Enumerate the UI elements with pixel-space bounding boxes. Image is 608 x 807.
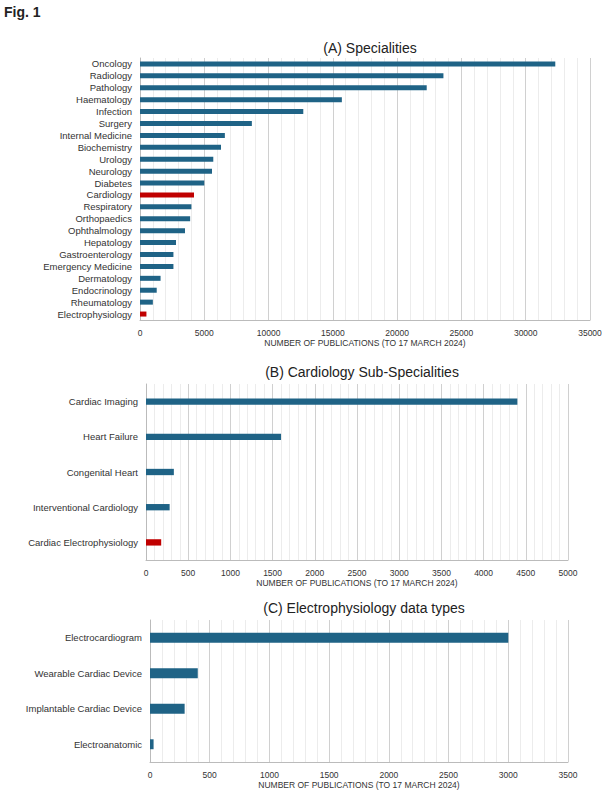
svg-text:(C) Electrophysiology data typ: (C) Electrophysiology data types	[263, 600, 465, 616]
svg-text:Heart Failure: Heart Failure	[83, 431, 138, 442]
svg-text:NUMBER OF PUBLICATIONS (TO 17: NUMBER OF PUBLICATIONS (TO 17 MARCH 2024…	[256, 578, 458, 588]
svg-text:2000: 2000	[379, 770, 398, 780]
svg-text:10000: 10000	[257, 328, 281, 338]
svg-text:Biochemistry: Biochemistry	[78, 142, 133, 153]
svg-text:Neurology: Neurology	[89, 166, 133, 177]
html-text:Fig. 1: Fig. 1	[4, 4, 41, 20]
svg-text:Endocrinology: Endocrinology	[72, 285, 132, 296]
svg-text:(A) Specialities: (A) Specialities	[323, 40, 416, 56]
svg-text:Cardiac Imaging: Cardiac Imaging	[69, 396, 138, 407]
svg-text:Diabetes: Diabetes	[95, 178, 133, 189]
svg-text:Radiology: Radiology	[90, 70, 132, 81]
svg-text:3000: 3000	[499, 770, 518, 780]
svg-text:500: 500	[181, 568, 195, 578]
svg-text:4000: 4000	[474, 568, 493, 578]
svg-text:Cardiology: Cardiology	[87, 189, 133, 200]
svg-text:Infection: Infection	[96, 106, 132, 117]
svg-text:Electroanatomic: Electroanatomic	[74, 739, 142, 750]
svg-text:1500: 1500	[263, 568, 282, 578]
svg-text:0: 0	[138, 328, 143, 338]
svg-text:Cardiac Electrophysiology: Cardiac Electrophysiology	[28, 537, 138, 548]
svg-text:25000: 25000	[450, 328, 474, 338]
svg-text:Internal Medicine: Internal Medicine	[60, 130, 132, 141]
svg-text:30000: 30000	[514, 328, 538, 338]
svg-text:2500: 2500	[348, 568, 367, 578]
svg-text:35000: 35000	[578, 328, 602, 338]
svg-text:1000: 1000	[260, 770, 279, 780]
svg-text:Implantable Cardiac Device: Implantable Cardiac Device	[26, 703, 142, 714]
svg-text:0: 0	[144, 568, 149, 578]
svg-text:Emergency Medicine: Emergency Medicine	[43, 261, 132, 272]
svg-text:Haematology: Haematology	[76, 94, 132, 105]
svg-text:1000: 1000	[221, 568, 240, 578]
svg-text:Gastroenterology: Gastroenterology	[59, 249, 132, 260]
svg-text:5000: 5000	[559, 568, 578, 578]
svg-text:1500: 1500	[320, 770, 339, 780]
svg-text:Interventional Cardiology: Interventional Cardiology	[33, 502, 138, 513]
svg-text:20000: 20000	[385, 328, 409, 338]
svg-text:0: 0	[148, 770, 153, 780]
svg-text:4500: 4500	[516, 568, 535, 578]
svg-text:Oncology: Oncology	[92, 58, 132, 69]
svg-text:Dermatology: Dermatology	[78, 273, 132, 284]
svg-text:2500: 2500	[439, 770, 458, 780]
svg-text:3000: 3000	[390, 568, 409, 578]
svg-text:Congenital Heart: Congenital Heart	[67, 467, 139, 478]
svg-text:(B) Cardiology Sub-Specialitie: (B) Cardiology Sub-Specialities	[265, 364, 459, 380]
svg-text:500: 500	[203, 770, 217, 780]
svg-text:Surgery: Surgery	[99, 118, 133, 129]
svg-text:Electrophysiology: Electrophysiology	[58, 309, 133, 320]
svg-text:2000: 2000	[305, 568, 324, 578]
svg-text:Respiratory: Respiratory	[83, 201, 132, 212]
svg-text:Hepatology: Hepatology	[84, 237, 132, 248]
svg-text:Urology: Urology	[99, 154, 132, 165]
svg-text:Ophthalmology: Ophthalmology	[68, 225, 132, 236]
svg-text:Pathology: Pathology	[90, 82, 133, 93]
svg-text:Wearable Cardiac Device: Wearable Cardiac Device	[34, 668, 142, 679]
svg-text:5000: 5000	[195, 328, 214, 338]
svg-text:Orthopaedics: Orthopaedics	[75, 213, 132, 224]
svg-text:NUMBER OF PUBLICATIONS (TO 17: NUMBER OF PUBLICATIONS (TO 17 MARCH 2024…	[258, 780, 460, 790]
svg-text:Rheumatology: Rheumatology	[71, 297, 133, 308]
svg-text:15000: 15000	[321, 328, 345, 338]
svg-text:Electrocardiogram: Electrocardiogram	[65, 632, 142, 643]
svg-text:NUMBER OF PUBLICATIONS (TO 17: NUMBER OF PUBLICATIONS (TO 17 MARCH 2024…	[264, 338, 466, 348]
svg-text:3500: 3500	[559, 770, 578, 780]
svg-text:3500: 3500	[432, 568, 451, 578]
